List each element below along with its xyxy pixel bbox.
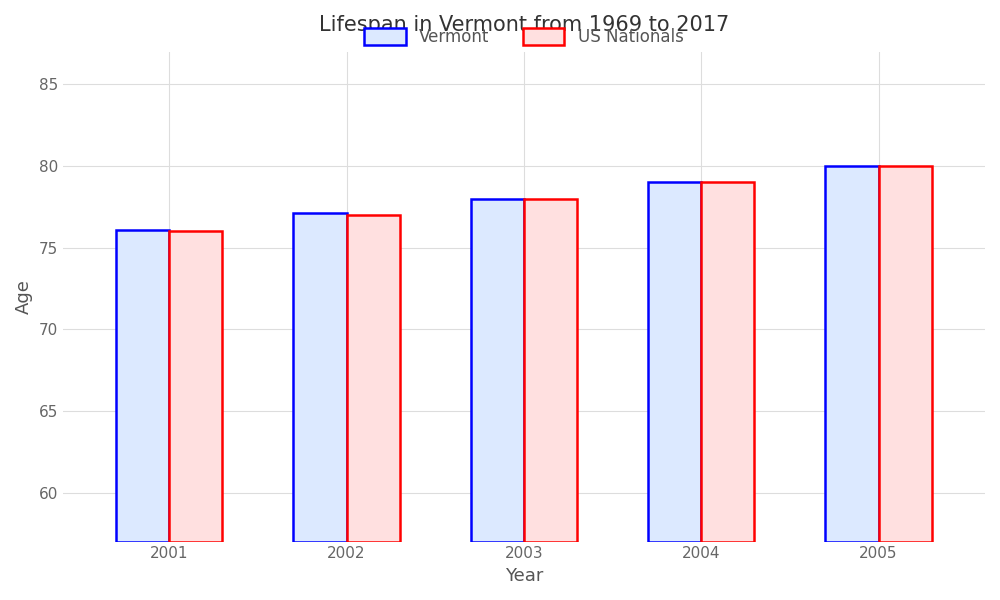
Bar (293, 214, 347, 542)
Bar (701, 182, 754, 542)
Bar (471, 199, 524, 542)
Bar (524, 199, 577, 542)
Bar (648, 182, 701, 542)
Y-axis label: Age: Age (15, 279, 33, 314)
Bar (879, 166, 932, 542)
Bar (169, 232, 222, 542)
Bar (116, 230, 169, 542)
Title: Lifespan in Vermont from 1969 to 2017: Lifespan in Vermont from 1969 to 2017 (319, 15, 729, 35)
Legend: Vermont, US Nationals: Vermont, US Nationals (357, 21, 690, 52)
Bar (825, 166, 879, 542)
Bar (347, 215, 400, 542)
X-axis label: Year: Year (505, 567, 543, 585)
